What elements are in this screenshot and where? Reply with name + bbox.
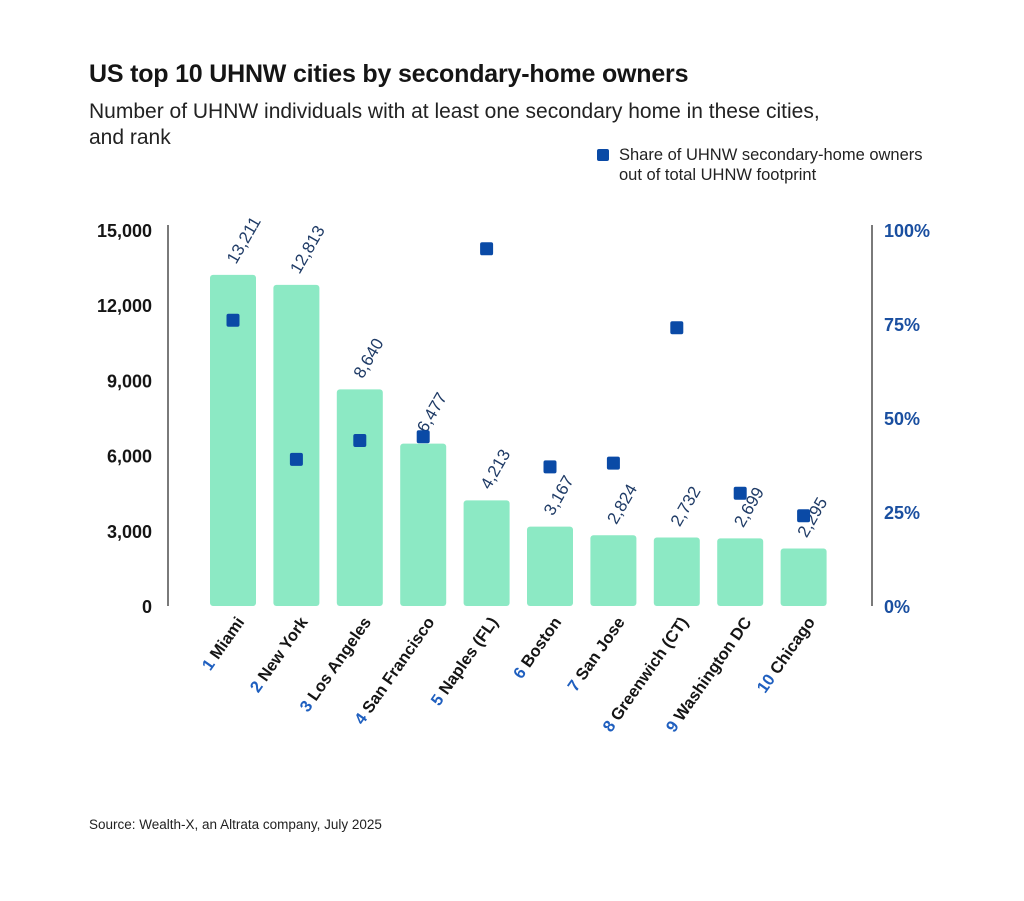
category-label: 7 San Jose xyxy=(564,614,628,695)
bar-naples-fl- xyxy=(463,500,510,606)
bar-san-jose xyxy=(590,535,637,606)
bar-san-francisco xyxy=(400,443,447,606)
bar-value-label: 12,813 xyxy=(286,222,328,277)
chart-title: US top 10 UHNW cities by secondary-home … xyxy=(89,60,689,88)
bar-miami xyxy=(210,274,256,606)
bar-value-label: 3,167 xyxy=(540,472,578,518)
bar-new-york xyxy=(273,284,320,606)
bar-value-label: 8,640 xyxy=(350,335,388,381)
category-name: Miami xyxy=(207,614,249,663)
share-marker xyxy=(797,509,811,523)
share-marker xyxy=(480,242,494,256)
category-name: Boston xyxy=(518,614,565,671)
bar-value-label: 2,732 xyxy=(667,483,705,529)
category-name: San Jose xyxy=(572,614,628,684)
share-marker xyxy=(670,321,684,335)
left-tick-label: 12,000 xyxy=(97,296,152,316)
right-tick-label: 0% xyxy=(884,597,910,617)
category-name: Los Angeles xyxy=(304,614,375,704)
left-tick-label: 15,000 xyxy=(97,221,152,241)
legend-label-share: Share of UHNW secondary-home owners out … xyxy=(619,146,923,184)
left-tick-label: 6,000 xyxy=(107,447,152,467)
category-label: 6 Boston xyxy=(510,614,565,682)
chart-subtitle: Number of UHNW individuals with at least… xyxy=(89,100,820,149)
category-name: Naples (FL) xyxy=(436,614,502,698)
category-label: 5 Naples (FL) xyxy=(428,614,502,709)
category-label: 10 Chicago xyxy=(754,614,819,696)
left-tick-label: 3,000 xyxy=(107,522,152,542)
bar-chicago xyxy=(780,548,827,606)
left-tick-label: 9,000 xyxy=(107,371,152,391)
bar-value-label: 6,477 xyxy=(413,389,451,435)
left-tick-label: 0 xyxy=(142,597,152,617)
bar-value-label: 4,213 xyxy=(477,446,515,492)
share-marker xyxy=(543,460,557,474)
bar-los-angeles xyxy=(336,389,383,606)
share-marker xyxy=(353,434,367,448)
legend-marker-square-icon xyxy=(597,149,609,161)
share-marker xyxy=(226,313,240,327)
right-tick-label: 50% xyxy=(884,409,920,429)
share-marker xyxy=(606,456,620,470)
source-note: Source: Wealth-X, an Altrata company, Ju… xyxy=(89,817,382,832)
category-name: New York xyxy=(255,613,312,684)
category-label: 2 New York xyxy=(247,613,312,696)
bar-greenwich-ct- xyxy=(653,537,700,606)
bar-value-label: 2,824 xyxy=(603,481,641,527)
right-tick-label: 25% xyxy=(884,503,920,523)
bar-value-label: 13,211 xyxy=(223,213,265,266)
combo-chart: 0 3,000 6,000 9,000 12,000 15,000 0% 25% 50% 75% 1… xyxy=(97,213,930,735)
category-label: 1 Miami xyxy=(199,614,248,674)
right-tick-label: 100% xyxy=(884,221,930,241)
bar-washington-dc xyxy=(717,538,764,606)
right-tick-label: 75% xyxy=(884,315,920,335)
category-name: Chicago xyxy=(767,614,819,678)
bar-boston xyxy=(527,526,573,606)
share-marker xyxy=(289,452,303,466)
share-marker xyxy=(416,430,430,444)
share-marker xyxy=(733,486,747,500)
